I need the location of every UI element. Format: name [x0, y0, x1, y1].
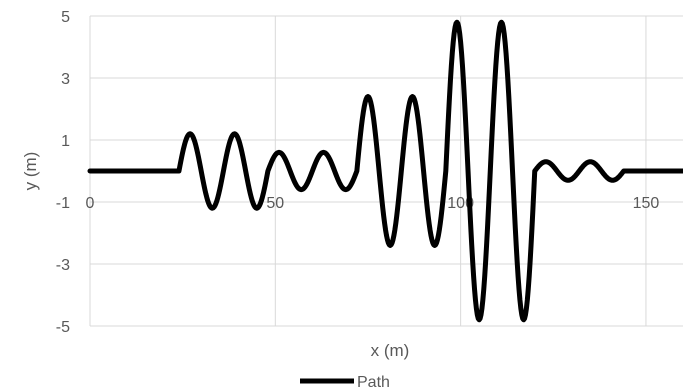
legend-label-path: Path [357, 374, 390, 391]
x-tick-label: 50 [266, 195, 284, 212]
x-tick-label: 0 [86, 195, 95, 212]
x-axis-title: x (m) [371, 341, 410, 360]
y-tick-labels: -5 -3 -1 1 3 5 [56, 9, 70, 336]
series-line-path [87, 19, 683, 323]
y-tick-label: 1 [61, 133, 70, 150]
y-tick-label: -1 [56, 195, 70, 212]
grid-lines [89, 15, 683, 327]
legend: Path [300, 374, 390, 391]
y-tick-label: 3 [61, 71, 70, 88]
y-axis-title: y (m) [21, 152, 40, 191]
y-tick-label: 5 [61, 9, 70, 26]
y-tick-label: -3 [56, 257, 70, 274]
x-tick-labels: 0 50 100 150 [86, 195, 660, 212]
x-tick-label: 150 [633, 195, 660, 212]
y-tick-label: -5 [56, 319, 70, 336]
